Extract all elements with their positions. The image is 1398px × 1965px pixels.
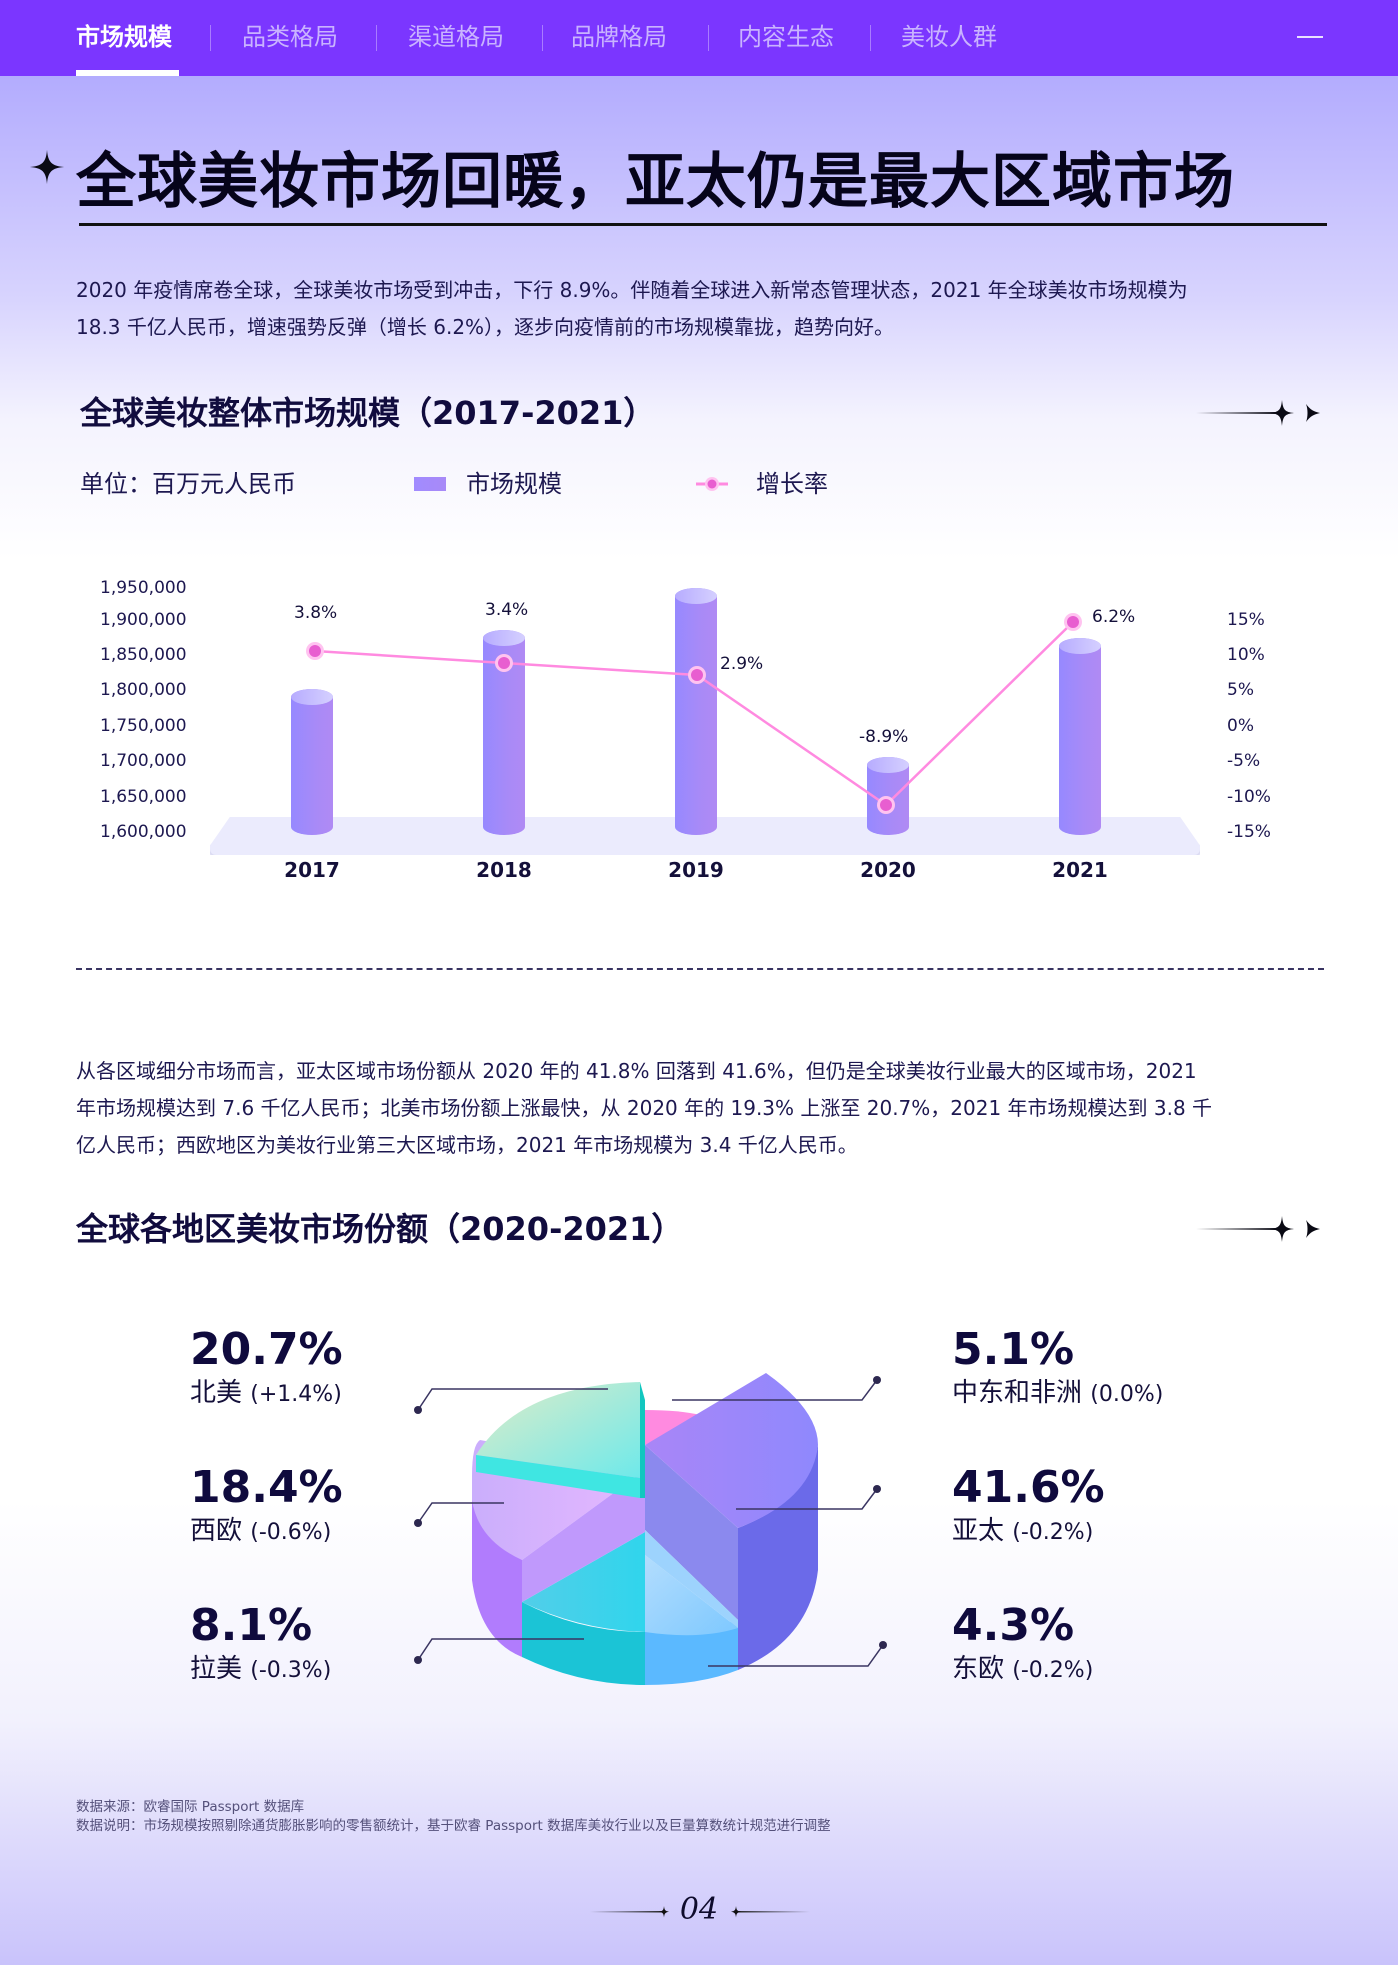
regional-line: 从各区域细分市场而言，亚太区域市场份额从 2020 年的 41.8% 回落到 4… <box>76 1059 1197 1083</box>
stat-latin-america: 8.1% 拉美 (-0.3%) <box>190 1600 331 1688</box>
tab-divider <box>376 25 377 51</box>
stat-value: 4.3% <box>952 1600 1075 1651</box>
section-divider <box>76 968 1324 970</box>
tab-divider <box>708 25 709 51</box>
page-number-right-ornament-icon <box>731 1906 810 1918</box>
intro-paragraph: 2020 年疫情席卷全球，全球美妆市场受到冲击，下行 8.9%。伴随着全球进入新… <box>76 272 1326 346</box>
data-description-note: 数据说明：市场规模按照剔除通货膨胀影响的零售额统计，基于欧睿 Passport … <box>76 1818 831 1834</box>
rate-label-2021: 6.2% <box>1092 607 1136 627</box>
stat-value: 20.7% <box>190 1324 343 1375</box>
regional-share-chart-title: 全球各地区美妆市场份额（2020-2021） <box>76 1210 684 1248</box>
tab-channel-landscape[interactable]: 渠道格局 <box>408 23 504 51</box>
top-nav-bar <box>0 0 1398 76</box>
y-left-tick: 1,700,000 <box>100 751 187 771</box>
page-title: 全球美妆市场回暖，亚太仍是最大区域市场 <box>76 147 1235 217</box>
menu-icon[interactable] <box>1297 36 1323 38</box>
y-right-tick: 15% <box>1227 610 1265 630</box>
unit-label: 单位：百万元人民币 <box>80 470 296 498</box>
tab-category-landscape[interactable]: 品类格局 <box>242 23 338 51</box>
growth-rate-line <box>306 613 1082 814</box>
x-tick-2018: 2018 <box>476 858 532 882</box>
stat-label: 拉美 (-0.3%) <box>190 1654 332 1684</box>
rate-label-2017: 3.8% <box>294 603 338 623</box>
y-left-tick: 1,950,000 <box>100 578 187 598</box>
y-right-tick: 10% <box>1227 645 1265 665</box>
tab-beauty-audience[interactable]: 美妆人群 <box>901 23 997 51</box>
y-left-tick: 1,850,000 <box>100 645 187 665</box>
page-number: 04 <box>679 1892 719 1927</box>
stat-label: 中东和非洲 (0.0%) <box>952 1378 1164 1408</box>
stat-eastern-europe: 4.3% 东欧 (-0.2%) <box>952 1600 1093 1688</box>
x-tick-2017: 2017 <box>284 858 340 882</box>
y-left-tick: 1,900,000 <box>100 610 187 630</box>
stat-value: 5.1% <box>952 1324 1075 1375</box>
y-left-tick: 1,800,000 <box>100 680 187 700</box>
y-right-tick: -10% <box>1227 787 1271 807</box>
rate-label-2018: 3.4% <box>485 600 529 620</box>
arrow-sparkle-decoration-icon <box>1196 1216 1320 1242</box>
stat-label: 东欧 (-0.2%) <box>952 1654 1094 1684</box>
stat-label: 亚太 (-0.2%) <box>952 1516 1094 1546</box>
stat-value: 41.6% <box>952 1462 1105 1513</box>
y-right-tick: 0% <box>1227 716 1254 736</box>
tab-content-ecosystem[interactable]: 内容生态 <box>738 23 834 51</box>
tab-divider <box>210 25 211 51</box>
market-size-chart-title: 全球美妆整体市场规模（2017-2021） <box>80 394 656 432</box>
tab-market-size[interactable]: 市场规模 <box>76 23 172 51</box>
regional-paragraph: 从各区域细分市场而言，亚太区域市场份额从 2020 年的 41.8% 回落到 4… <box>76 1053 1326 1164</box>
y-left-tick: 1,600,000 <box>100 822 187 842</box>
y-right-tick: 5% <box>1227 680 1254 700</box>
bar-2021 <box>1059 638 1101 835</box>
tab-brand-landscape[interactable]: 品牌格局 <box>571 23 667 51</box>
legend-market-size: 市场规模 <box>466 470 562 498</box>
x-tick-2019: 2019 <box>668 858 724 882</box>
legend-line-marker-icon <box>696 477 728 491</box>
title-underline <box>79 223 1327 226</box>
stat-western-europe: 18.4% 西欧 (-0.6%) <box>190 1462 343 1550</box>
stat-asia-pacific: 41.6% 亚太 (-0.2%) <box>952 1462 1105 1550</box>
sparkle-star-icon <box>29 149 65 185</box>
rate-label-2020: -8.9% <box>859 727 909 747</box>
arrow-sparkle-decoration-icon <box>1196 400 1320 426</box>
y-left-tick: 1,750,000 <box>100 716 187 736</box>
active-tab-indicator <box>76 70 179 76</box>
regional-line: 亿人民币；西欧地区为美妆行业第三大区域市场，2021 年市场规模为 3.4 千亿… <box>76 1133 858 1157</box>
stat-label: 北美 (+1.4%) <box>190 1378 342 1408</box>
y-right-tick: -5% <box>1227 751 1261 771</box>
x-tick-2021: 2021 <box>1052 858 1108 882</box>
bar-2019 <box>675 588 717 835</box>
page-number-left-ornament-icon <box>590 1906 669 1918</box>
bar-2017 <box>291 689 333 835</box>
stat-value: 8.1% <box>190 1600 313 1651</box>
stat-middle-east-africa: 5.1% 中东和非洲 (0.0%) <box>952 1324 1163 1412</box>
y-right-tick: -15% <box>1227 822 1271 842</box>
stat-label: 西欧 (-0.6%) <box>190 1516 332 1546</box>
regional-line: 年市场规模达到 7.6 千亿人民币；北美市场份额上涨最快，从 2020 年的 1… <box>76 1096 1213 1120</box>
intro-line: 2020 年疫情席卷全球，全球美妆市场受到冲击，下行 8.9%。伴随着全球进入新… <box>76 278 1188 302</box>
legend-growth-rate: 增长率 <box>756 470 828 498</box>
stat-value: 18.4% <box>190 1462 343 1513</box>
x-tick-2020: 2020 <box>860 858 916 882</box>
y-left-tick: 1,650,000 <box>100 787 187 807</box>
stat-north-america: 20.7% 北美 (+1.4%) <box>190 1324 343 1412</box>
regional-share-3d-pie <box>414 1373 887 1685</box>
tab-divider <box>542 25 543 51</box>
intro-line: 18.3 千亿人民币，增速强势反弹（增长 6.2%），逐步向疫情前的市场规模靠拢… <box>76 315 895 339</box>
tab-divider <box>870 25 871 51</box>
data-source-note: 数据来源：欧睿国际 Passport 数据库 <box>76 1799 305 1815</box>
rate-label-2019: 2.9% <box>720 654 764 674</box>
legend-bar-swatch <box>414 477 446 491</box>
